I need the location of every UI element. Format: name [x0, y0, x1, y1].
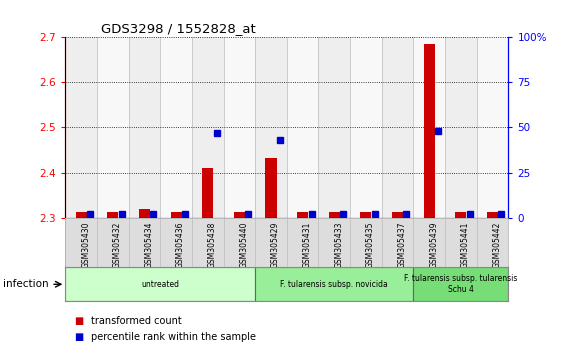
Text: GSM305437: GSM305437	[398, 222, 407, 268]
Bar	[224, 37, 255, 218]
Text: percentile rank within the sample: percentile rank within the sample	[91, 332, 256, 342]
Bar	[65, 37, 97, 218]
Text: GSM305436: GSM305436	[176, 222, 185, 268]
Bar	[477, 37, 508, 218]
Bar	[414, 37, 445, 218]
Text: GSM305430: GSM305430	[81, 222, 90, 268]
Bar	[192, 37, 224, 218]
Bar	[414, 267, 508, 301]
Text: ■: ■	[74, 332, 83, 342]
Text: infection: infection	[3, 279, 48, 289]
Text: F. tularensis subsp. tularensis
Schu 4: F. tularensis subsp. tularensis Schu 4	[404, 274, 517, 294]
Bar	[139, 209, 150, 218]
Text: GSM305440: GSM305440	[239, 222, 248, 268]
Text: GSM305442: GSM305442	[492, 222, 502, 268]
Bar	[445, 37, 477, 218]
Bar	[107, 212, 118, 218]
Text: GSM305438: GSM305438	[208, 222, 217, 268]
Text: GSM305431: GSM305431	[303, 222, 312, 268]
Bar	[424, 44, 435, 218]
Text: GSM305434: GSM305434	[144, 222, 153, 268]
Bar	[255, 37, 287, 218]
Bar	[361, 212, 371, 218]
Text: F. tularensis subsp. novicida: F. tularensis subsp. novicida	[281, 280, 388, 289]
Bar	[255, 267, 414, 301]
Bar	[76, 212, 87, 218]
Text: GDS3298 / 1552828_at: GDS3298 / 1552828_at	[101, 22, 256, 35]
Bar	[487, 212, 498, 218]
Bar	[160, 37, 192, 218]
Text: GSM305435: GSM305435	[366, 222, 375, 268]
Text: transformed count: transformed count	[91, 316, 182, 326]
Bar	[128, 37, 160, 218]
Bar	[65, 267, 255, 301]
Bar	[287, 37, 319, 218]
Bar	[350, 37, 382, 218]
Text: GSM305432: GSM305432	[113, 222, 122, 268]
Bar	[456, 212, 466, 218]
Text: GSM305433: GSM305433	[335, 222, 343, 268]
Bar	[329, 212, 340, 218]
Text: untreated: untreated	[141, 280, 179, 289]
Bar	[265, 158, 277, 218]
Bar	[319, 37, 350, 218]
Bar	[382, 37, 414, 218]
Bar	[170, 212, 182, 218]
Text: GSM305439: GSM305439	[429, 222, 438, 268]
Text: ■: ■	[74, 316, 83, 326]
Bar	[392, 212, 403, 218]
Bar	[97, 37, 128, 218]
Bar	[234, 212, 245, 218]
Text: GSM305429: GSM305429	[271, 222, 280, 268]
Text: GSM305441: GSM305441	[461, 222, 470, 268]
Bar	[297, 212, 308, 218]
Bar	[202, 168, 213, 218]
